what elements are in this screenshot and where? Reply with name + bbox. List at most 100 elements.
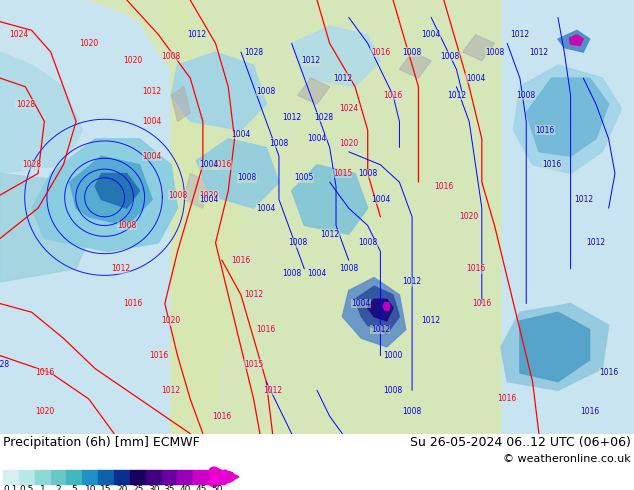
Bar	[178, 470, 193, 484]
Text: 1004: 1004	[200, 160, 219, 169]
Text: 1008: 1008	[257, 87, 276, 96]
Text: 1008: 1008	[238, 173, 257, 182]
Text: 1012: 1012	[187, 30, 206, 39]
Text: 1012: 1012	[529, 48, 548, 56]
Text: 1012: 1012	[403, 277, 422, 286]
Bar	[35, 470, 51, 484]
Polygon shape	[558, 30, 590, 52]
Polygon shape	[0, 173, 95, 282]
Text: 1016: 1016	[212, 160, 231, 169]
Text: 1028: 1028	[16, 99, 35, 109]
Text: 1012: 1012	[333, 74, 352, 82]
Text: 1020: 1020	[35, 408, 54, 416]
Text: 35: 35	[164, 485, 175, 490]
Polygon shape	[225, 470, 239, 484]
Text: 1016: 1016	[599, 368, 618, 377]
Text: 1020: 1020	[124, 56, 143, 65]
Text: 1020: 1020	[79, 39, 98, 48]
Text: 1008: 1008	[441, 52, 460, 61]
Bar	[3, 470, 19, 484]
Text: 1020: 1020	[200, 191, 219, 199]
Polygon shape	[298, 78, 330, 104]
Text: 1008: 1008	[358, 169, 377, 178]
Text: 1012: 1012	[162, 386, 181, 395]
Bar	[130, 470, 146, 484]
Polygon shape	[463, 35, 495, 61]
Text: 1016: 1016	[498, 394, 517, 403]
Text: 1012: 1012	[143, 87, 162, 96]
Bar	[146, 470, 162, 484]
Text: 1004: 1004	[422, 30, 441, 39]
Text: 1004: 1004	[257, 204, 276, 213]
Text: 1008: 1008	[358, 238, 377, 247]
Text: 30: 30	[148, 485, 159, 490]
Bar	[162, 470, 178, 484]
Text: 1028: 1028	[244, 48, 263, 56]
Polygon shape	[184, 173, 209, 208]
Text: 1016: 1016	[580, 408, 599, 416]
Bar	[67, 470, 82, 484]
Text: 1012: 1012	[447, 91, 466, 100]
Polygon shape	[0, 52, 82, 173]
Text: 1004: 1004	[143, 151, 162, 161]
Polygon shape	[95, 173, 139, 208]
Bar	[193, 470, 209, 484]
Bar	[51, 470, 67, 484]
Text: 1016: 1016	[371, 48, 390, 56]
Text: 1008: 1008	[168, 191, 187, 199]
Polygon shape	[526, 78, 609, 156]
Text: 1008: 1008	[339, 265, 358, 273]
Text: 1008: 1008	[117, 221, 136, 230]
Text: 1015: 1015	[333, 169, 352, 178]
Text: 1012: 1012	[422, 317, 441, 325]
Text: 1000: 1000	[384, 351, 403, 360]
Polygon shape	[70, 156, 152, 225]
Text: 45: 45	[195, 485, 207, 490]
Polygon shape	[368, 299, 393, 321]
Text: 1004: 1004	[371, 195, 390, 204]
Text: 1008: 1008	[282, 269, 301, 278]
Polygon shape	[520, 312, 590, 382]
Text: 1008: 1008	[384, 386, 403, 395]
Text: 50: 50	[211, 485, 223, 490]
Text: 15: 15	[100, 485, 112, 490]
Text: 40: 40	[179, 485, 191, 490]
Text: 1012: 1012	[244, 291, 263, 299]
Text: 5: 5	[72, 485, 77, 490]
Polygon shape	[171, 0, 241, 434]
Text: 1012: 1012	[586, 238, 605, 247]
Text: 1008: 1008	[288, 238, 307, 247]
Polygon shape	[383, 303, 390, 310]
Bar	[19, 470, 35, 484]
Text: 1028: 1028	[22, 160, 41, 169]
Text: 1008: 1008	[403, 48, 422, 56]
Text: 1: 1	[40, 485, 46, 490]
Text: 1016: 1016	[231, 256, 250, 265]
Polygon shape	[399, 52, 431, 78]
Text: 1005: 1005	[295, 173, 314, 182]
Text: © weatheronline.co.uk: © weatheronline.co.uk	[503, 454, 631, 464]
Text: 1012: 1012	[282, 113, 301, 122]
Text: 1016: 1016	[434, 182, 453, 191]
Text: 1012: 1012	[301, 56, 320, 65]
Polygon shape	[342, 277, 406, 347]
Text: 20: 20	[116, 485, 127, 490]
Text: 1016: 1016	[384, 91, 403, 100]
Text: 1012: 1012	[510, 30, 529, 39]
Text: 25: 25	[132, 485, 143, 490]
Text: 1008: 1008	[269, 139, 288, 147]
Text: 1020: 1020	[339, 139, 358, 147]
Text: 1012: 1012	[111, 265, 130, 273]
Text: 1024: 1024	[339, 104, 358, 113]
Polygon shape	[292, 165, 368, 234]
Text: 1020: 1020	[460, 212, 479, 221]
Polygon shape	[501, 304, 609, 390]
Text: 1012: 1012	[371, 325, 390, 334]
Text: 1004: 1004	[307, 134, 327, 143]
Text: Su 26-05-2024 06..12 UTC (06+06): Su 26-05-2024 06..12 UTC (06+06)	[410, 436, 631, 449]
Text: 1016: 1016	[212, 412, 231, 421]
Text: Precipitation (6h) [mm] ECMWF: Precipitation (6h) [mm] ECMWF	[3, 436, 200, 449]
Text: 1015: 1015	[244, 360, 263, 369]
Polygon shape	[569, 35, 583, 46]
Text: 1004: 1004	[200, 195, 219, 204]
